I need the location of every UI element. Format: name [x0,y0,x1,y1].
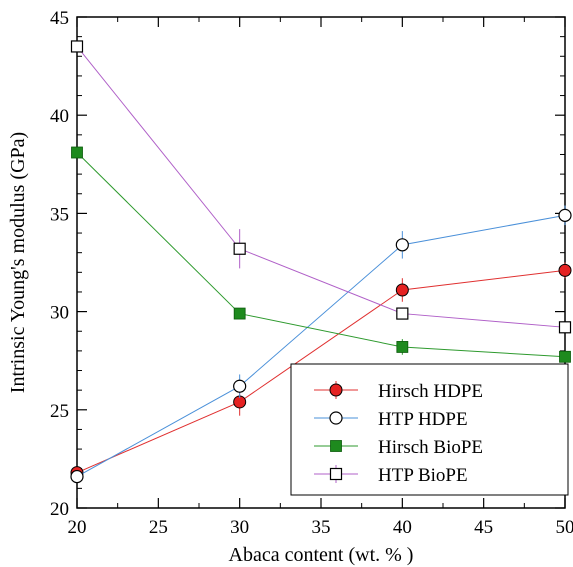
series-hirsch-biope [71,146,571,363]
data-point [233,307,246,320]
legend-entry: Hirsch HDPE [314,381,483,402]
series-layer [70,40,572,484]
data-point [558,321,572,334]
legend: Hirsch HDPE HTP HDPE Hirsch BioPE HTP BioPE [290,363,569,496]
x-tick-label: 35 [312,517,331,538]
x-tick-label: 45 [474,517,493,538]
x-tick-label: 25 [149,517,168,538]
y-axis-label: Intrinsic Young's modulus (GPa) [7,132,29,393]
y-tick-label: 35 [50,204,69,225]
data-point [395,238,409,252]
legend-entry: HTP HDPE [314,409,468,430]
legend-label: Hirsch BioPE [378,437,483,458]
series-htp-hdpe [70,205,572,484]
series-line [76,269,566,474]
legend-label: HTP HDPE [378,409,468,430]
x-tick-label: 30 [230,517,249,538]
legend-label: Hirsch HDPE [378,381,483,402]
y-tick-label: 25 [50,401,69,422]
data-point [71,146,83,159]
legend-label: HTP BioPE [378,465,468,486]
series-line [76,214,566,478]
series-line [76,152,566,358]
legend-entry: Hirsch BioPE [314,437,483,458]
data-point [558,263,572,277]
data-point [396,341,409,353]
data-point [233,379,247,393]
legend-marker [330,440,342,452]
data-point [233,242,246,255]
data-point [396,307,409,320]
y-tick-label: 45 [50,8,69,29]
axes: 20 25 30 35 40 45 50 20 25 30 35 40 45 [50,8,573,538]
legend-marker [329,467,343,481]
y-tick-label: 30 [50,303,69,324]
x-tick-label: 40 [393,517,412,538]
data-point [70,469,84,484]
legend-marker [329,411,343,425]
series-htp-biope [70,40,572,334]
data-point [559,350,571,363]
y-tick-label: 20 [50,499,69,520]
y-tick-label: 40 [50,106,69,127]
data-point [558,208,572,222]
x-tick-label: 20 [68,517,87,538]
data-point [70,40,84,53]
x-tick-label: 50 [556,517,573,538]
x-axis-label: Abaca content (wt. % ) [229,544,414,566]
legend-marker [329,383,343,397]
data-point [395,283,409,297]
series-line [76,46,566,328]
legend-entry: HTP BioPE [314,465,468,486]
